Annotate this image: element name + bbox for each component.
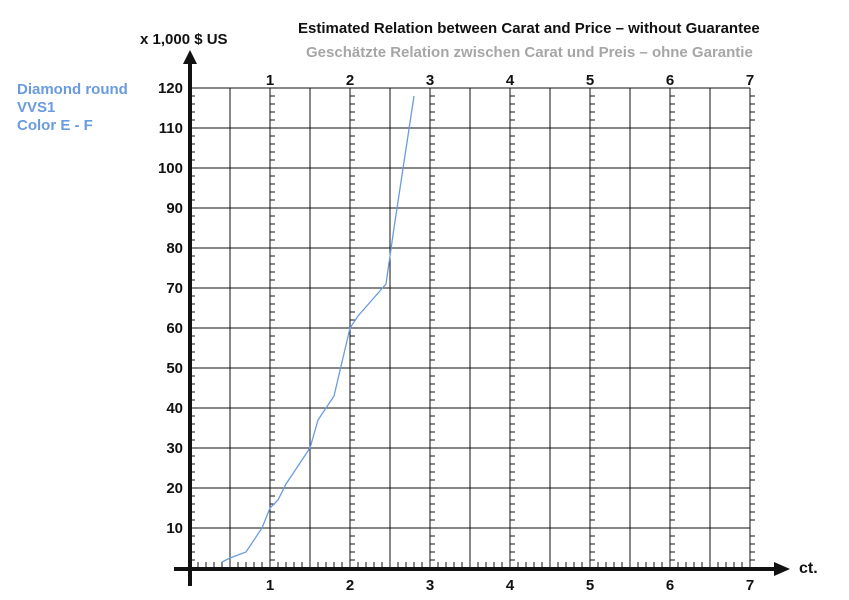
tick-labels: 10 20 30 40 50 60 70 80 90 100 110 120 1 1 2 2 3 3 4 4 5 5 6 6 7… [158, 72, 754, 594]
y-tick-label: 70 [166, 280, 183, 297]
legend-line-color: Color E - F [17, 117, 93, 134]
y-tick-label: 10 [166, 520, 183, 537]
x-tick-label-top: 4 [506, 72, 515, 89]
y-tick-label: 30 [166, 440, 183, 457]
chart-subtitle: Geschätzte Relation zwischen Carat und P… [306, 44, 753, 61]
x-tick-label-top: 5 [586, 72, 594, 89]
y-tick-label: 100 [158, 160, 183, 177]
y-tick-label: 60 [166, 320, 183, 337]
y-tick-label: 90 [166, 200, 183, 217]
x-axis-arrow [774, 562, 790, 576]
series-lines [221, 95, 415, 563]
x-tick-label-bottom: 1 [266, 577, 274, 594]
legend: Diamond round VVS1 Color E - F [17, 81, 128, 135]
y-tick-label: 110 [159, 120, 183, 137]
legend-line-shape: Diamond round [17, 81, 128, 98]
y-tick-label: 50 [166, 360, 183, 377]
x-tick-label-bottom: 3 [426, 577, 434, 594]
series-line [221, 95, 415, 563]
x-tick-label-bottom: 4 [506, 577, 515, 594]
y-tick-label: 120 [158, 80, 183, 97]
y-tick-label: 80 [166, 240, 183, 257]
chart-grid [190, 87, 751, 568]
chart-axes [174, 50, 790, 586]
x-axis-label: ct. [799, 560, 818, 577]
x-tick-label-bottom: 5 [586, 577, 594, 594]
x-tick-label-top: 7 [746, 72, 754, 89]
x-tick-label-top: 2 [346, 72, 354, 89]
legend-line-clarity: VVS1 [17, 99, 56, 116]
y-axis-label: x 1,000 $ US [140, 31, 228, 48]
y-axis-arrow [183, 50, 197, 64]
y-tick-label: 20 [166, 480, 183, 497]
y-tick-label: 40 [166, 400, 183, 417]
x-tick-label-bottom: 6 [666, 577, 674, 594]
x-tick-label-bottom: 2 [346, 577, 354, 594]
x-tick-label-top: 1 [266, 72, 274, 89]
x-tick-label-top: 3 [426, 72, 434, 89]
x-tick-label-top: 6 [666, 72, 674, 89]
x-tick-label-bottom: 7 [746, 577, 754, 594]
chart-title: Estimated Relation between Carat and Pri… [298, 20, 760, 37]
